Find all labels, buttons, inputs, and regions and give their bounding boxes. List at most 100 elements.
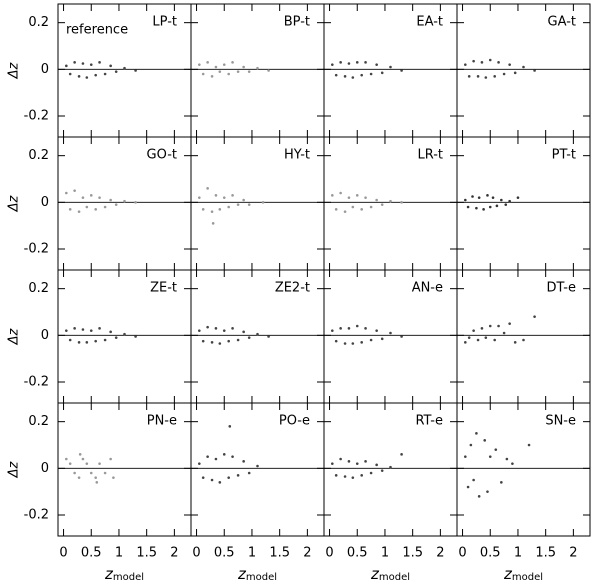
x-tick-label: 1.5 xyxy=(402,546,423,561)
point xyxy=(65,64,68,68)
point xyxy=(334,208,338,211)
x-label: zmodel xyxy=(503,565,543,583)
point xyxy=(364,196,367,199)
point xyxy=(65,329,68,332)
point xyxy=(77,75,81,78)
y-tick-label: 0 xyxy=(41,195,49,210)
point xyxy=(236,70,240,73)
point xyxy=(77,210,81,213)
point xyxy=(464,63,467,66)
point xyxy=(242,65,245,69)
point xyxy=(123,66,126,70)
point xyxy=(68,208,72,211)
point xyxy=(472,478,475,482)
x-tick-label: 1 xyxy=(514,546,522,561)
panel-title: GO-t xyxy=(147,148,177,163)
panel: AN-e xyxy=(323,269,458,404)
point xyxy=(464,455,467,458)
point xyxy=(360,73,363,77)
point xyxy=(488,205,492,209)
point xyxy=(109,330,112,334)
point xyxy=(198,196,201,199)
point xyxy=(527,443,531,447)
panel: -0.2 0 0.2 GO-t Δz xyxy=(7,136,192,271)
x-tick-label: 1 xyxy=(381,546,389,561)
point xyxy=(218,342,222,345)
panel-title: PO-e xyxy=(279,414,310,429)
point xyxy=(77,341,81,344)
x-label-sub: model xyxy=(512,572,543,582)
point xyxy=(488,58,492,62)
point xyxy=(247,203,251,206)
annotation: reference xyxy=(66,23,128,38)
point xyxy=(369,338,373,342)
point xyxy=(65,457,68,461)
point xyxy=(343,475,347,478)
x-tick-label: 1 xyxy=(248,546,256,561)
x-tick-label: 0.5 xyxy=(480,546,501,561)
point xyxy=(369,205,373,209)
point xyxy=(112,476,115,479)
point xyxy=(477,495,481,498)
y-tick-label: 0.2 xyxy=(28,281,49,296)
panel: PT-t xyxy=(456,136,591,271)
panel: DT-e xyxy=(456,269,591,404)
panel: -0.2 0 0.2 ZE-t Δz xyxy=(7,269,192,404)
point xyxy=(242,460,245,463)
point xyxy=(502,72,506,76)
x-tick-label: 1.5 xyxy=(269,546,290,561)
panel: BP-t xyxy=(190,3,325,138)
point xyxy=(339,191,342,195)
point xyxy=(355,462,359,465)
point xyxy=(364,61,367,64)
point xyxy=(464,341,467,344)
point xyxy=(68,338,72,342)
point xyxy=(214,65,218,69)
point xyxy=(486,194,489,197)
point xyxy=(339,327,342,330)
y-tick-label: -0.2 xyxy=(24,375,49,390)
y-tick-label: -0.2 xyxy=(24,242,49,257)
point xyxy=(347,327,351,330)
point xyxy=(201,208,205,211)
point xyxy=(103,338,107,342)
point xyxy=(227,339,230,343)
x-label-sub: model xyxy=(379,572,410,582)
point xyxy=(109,198,112,202)
point xyxy=(508,63,511,66)
point xyxy=(360,208,363,211)
point xyxy=(214,457,218,461)
point xyxy=(98,196,101,199)
point xyxy=(355,194,359,197)
point xyxy=(222,63,226,66)
y-label: Δz xyxy=(7,194,22,212)
point xyxy=(347,196,351,199)
point xyxy=(198,329,201,332)
point xyxy=(351,205,355,209)
point xyxy=(218,481,222,484)
x-label: zmodel xyxy=(370,565,410,583)
point xyxy=(494,448,498,451)
point xyxy=(389,65,392,69)
point xyxy=(231,194,234,197)
panel-title: SN-e xyxy=(545,414,576,429)
point xyxy=(206,455,209,458)
y-tick-label: 0.2 xyxy=(28,148,49,163)
panel: -0.2 0 0.2 LP-t reference Δz xyxy=(7,3,192,138)
point xyxy=(476,338,480,342)
point xyxy=(467,336,471,339)
x-tick-label: 2 xyxy=(569,546,577,561)
point xyxy=(511,462,514,465)
point xyxy=(467,75,471,78)
point xyxy=(360,341,363,344)
panel-title: RT-e xyxy=(415,414,443,429)
point xyxy=(89,329,93,332)
point xyxy=(347,460,351,463)
point xyxy=(343,75,347,78)
point xyxy=(85,462,89,465)
point xyxy=(505,457,509,461)
point xyxy=(68,462,72,465)
x-tick-label: 0 xyxy=(59,546,67,561)
point xyxy=(488,455,492,458)
